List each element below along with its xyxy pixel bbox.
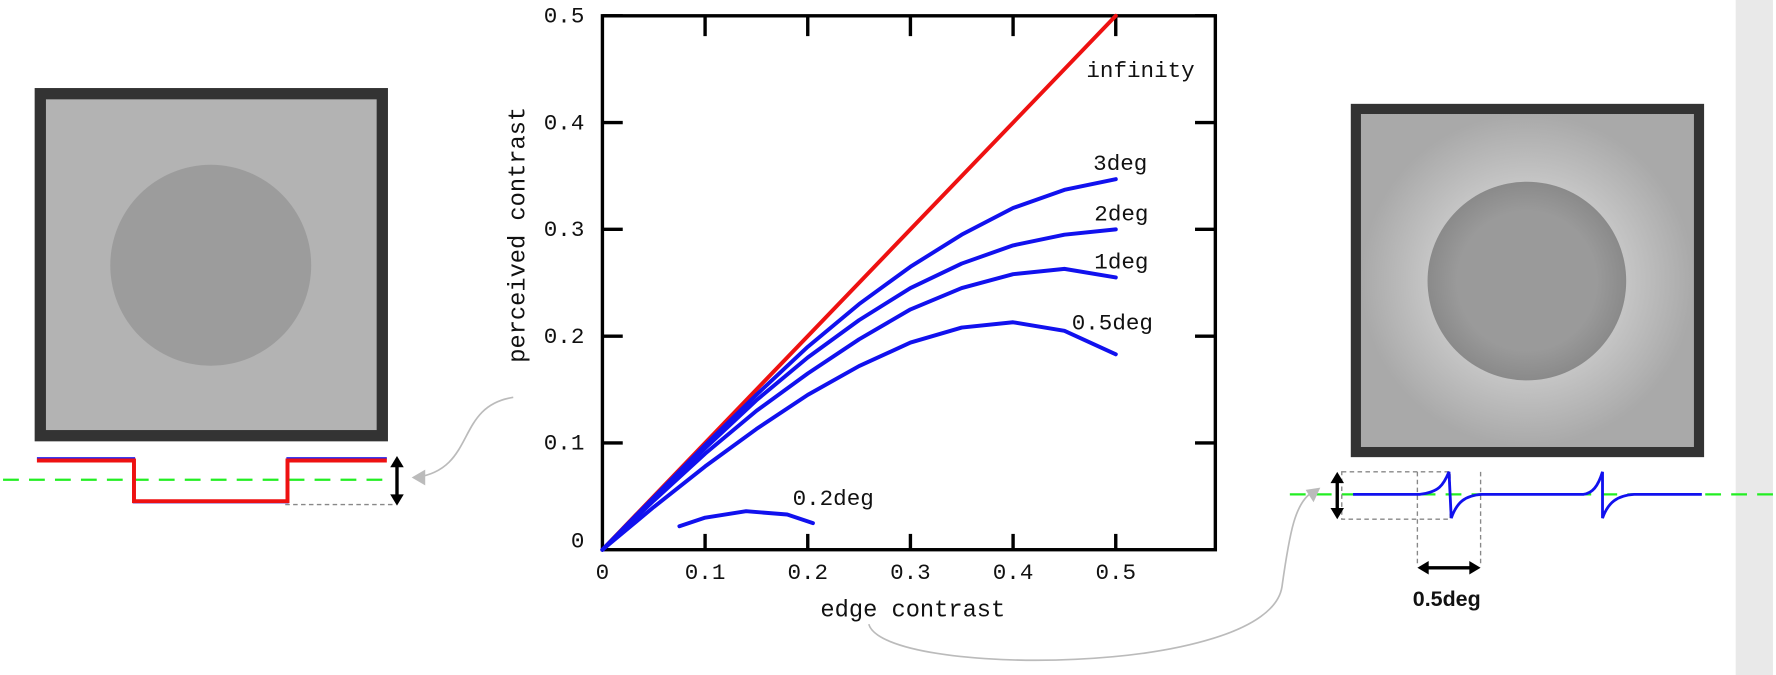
left-illustration xyxy=(3,88,513,506)
series-line xyxy=(679,511,813,526)
x-tick-label: 0 xyxy=(596,560,610,586)
disk xyxy=(1428,182,1627,381)
width-label: 0.5deg xyxy=(1413,587,1481,611)
x-tick-label: 0.2 xyxy=(787,560,828,586)
y-axis-label: perceived contrast xyxy=(506,107,533,363)
series-line xyxy=(602,322,1115,549)
arrow-head xyxy=(1417,561,1428,575)
series-label: 0.5deg xyxy=(1072,310,1153,336)
arrow-head xyxy=(390,456,404,467)
y-tick-label: 0.1 xyxy=(544,431,585,457)
x-tick-label: 0.5 xyxy=(1095,560,1136,586)
y-tick-label: 0.3 xyxy=(544,217,585,243)
x-tick-label: 0.4 xyxy=(993,560,1034,586)
y-tick-label: 0.2 xyxy=(544,324,585,350)
y-tick-label: 0.4 xyxy=(544,110,585,136)
plot: edge contrast perceived contrast 0 0.1 0.2… xyxy=(506,4,1216,625)
series-label: 3deg xyxy=(1093,151,1147,177)
page: {"chart_data": {"type": "line", "x_label… xyxy=(0,0,1776,675)
disk xyxy=(110,165,311,366)
profile xyxy=(1353,472,1702,518)
figure: 0.5deg edge contrast perceived contrast … xyxy=(0,0,1776,675)
series-label: 2deg xyxy=(1094,201,1148,227)
y-tick-label: 0 xyxy=(571,528,585,554)
series-label: 0.2deg xyxy=(793,486,874,512)
arrow-head xyxy=(1469,561,1480,575)
series-label: infinity xyxy=(1086,58,1194,84)
connector xyxy=(869,492,1313,660)
x-tick-label: 0.1 xyxy=(685,560,726,586)
plot-frame xyxy=(602,16,1215,550)
connector-head xyxy=(412,470,426,486)
x-axis-label: edge contrast xyxy=(820,597,1005,624)
connector xyxy=(416,397,513,477)
side-bar xyxy=(1736,0,1773,675)
y-tick-label: 0.5 xyxy=(544,4,585,30)
series-label: 1deg xyxy=(1094,249,1148,275)
x-tick-label: 0.3 xyxy=(890,560,931,586)
